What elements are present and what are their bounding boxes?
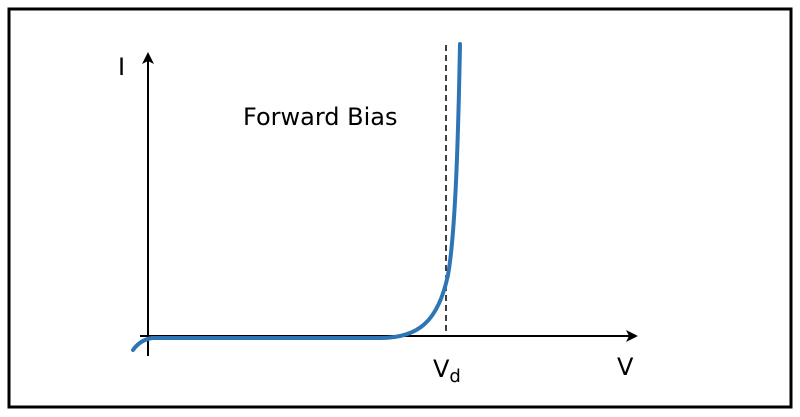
threshold-label: Vd bbox=[433, 355, 461, 387]
threshold-symbol: V bbox=[433, 355, 450, 383]
iv-curve bbox=[131, 42, 462, 352]
x-axis-label: V bbox=[617, 353, 634, 381]
frame bbox=[7, 7, 793, 409]
threshold-subscript: d bbox=[449, 366, 460, 387]
y-axis-label: I bbox=[118, 53, 125, 81]
annotation: Forward Bias bbox=[243, 103, 398, 131]
